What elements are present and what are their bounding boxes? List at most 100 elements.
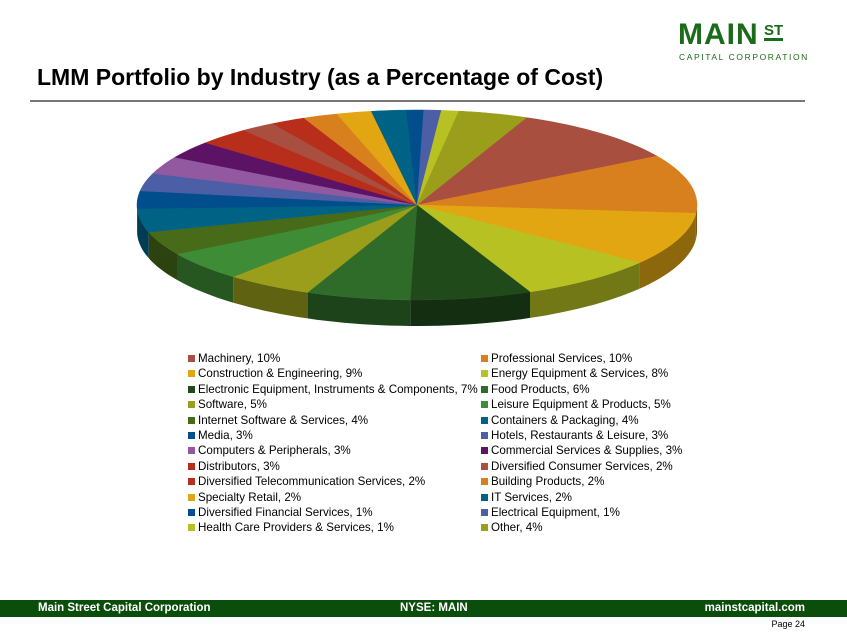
legend-item: Diversified Telecommunication Services, … bbox=[188, 475, 425, 488]
legend-label: Health Care Providers & Services, 1% bbox=[198, 521, 394, 535]
legend-label: IT Services, 2% bbox=[491, 490, 572, 504]
legend-swatch bbox=[188, 385, 195, 393]
pie-slice-side bbox=[233, 276, 308, 319]
legend-item: Media, 3% bbox=[188, 429, 253, 442]
legend-item: Commercial Services & Supplies, 3% bbox=[481, 444, 682, 457]
legend-swatch bbox=[481, 401, 488, 409]
pie-slice-side bbox=[410, 291, 530, 326]
legend-item: Electrical Equipment, 1% bbox=[481, 506, 620, 519]
pie-slice-side bbox=[177, 253, 234, 303]
slide-title: LMM Portfolio by Industry (as a Percenta… bbox=[37, 64, 604, 90]
legend-swatch bbox=[481, 524, 488, 532]
pie-slice-food-products bbox=[306, 204, 418, 301]
legend-item: Machinery, 10% bbox=[188, 352, 280, 365]
pie-slice-side bbox=[695, 205, 697, 240]
legend-item: Diversified Financial Services, 1% bbox=[188, 506, 373, 519]
pie-slice-media bbox=[136, 190, 418, 209]
footer-ticker: NYSE: MAIN bbox=[400, 602, 468, 614]
legend-item: Construction & Engineering, 9% bbox=[188, 367, 362, 380]
legend-swatch bbox=[481, 432, 488, 439]
legend-label: Diversified Financial Services, 1% bbox=[198, 506, 373, 519]
legend-label: Electronic Equipment, Instruments & Comp… bbox=[198, 382, 478, 396]
legend-label: Specialty Retail, 2% bbox=[198, 490, 302, 504]
pie-slice-distributors bbox=[204, 130, 418, 206]
legend-label: Commercial Services & Supplies, 3% bbox=[491, 444, 683, 458]
legend-label: Other, 4% bbox=[491, 521, 543, 535]
legend-swatch bbox=[188, 432, 195, 439]
pie-slice-machinery bbox=[416, 117, 658, 206]
legend-label: Diversified Telecommunication Services, … bbox=[198, 475, 426, 489]
logo-subtitle: CAPITAL CORPORATION bbox=[679, 52, 809, 62]
legend-item: Software, 5% bbox=[188, 398, 267, 411]
legend-swatch bbox=[188, 370, 195, 378]
legend-label: Distributors, 3% bbox=[198, 459, 280, 473]
legend-swatch bbox=[188, 509, 195, 516]
legend-item: Distributors, 3% bbox=[188, 460, 280, 473]
legend-swatch bbox=[481, 493, 488, 501]
pie-slice-side bbox=[639, 213, 696, 289]
pie-slice-computers-peripherals bbox=[152, 156, 418, 206]
legend-swatch bbox=[188, 447, 195, 455]
pie-slice-other bbox=[416, 110, 528, 206]
pie-slice-construction-engineering bbox=[416, 204, 697, 263]
legend-label: Construction & Engineering, 9% bbox=[198, 367, 363, 381]
legend-item: Other, 4% bbox=[481, 521, 543, 534]
legend-item: Professional Services, 10% bbox=[481, 352, 632, 365]
legend-item: IT Services, 2% bbox=[481, 491, 572, 504]
logo-st: ST bbox=[764, 22, 784, 41]
page-number: Page 24 bbox=[771, 619, 805, 629]
legend-swatch bbox=[481, 355, 488, 362]
legend-label: Leisure Equipment & Products, 5% bbox=[491, 398, 671, 412]
legend-swatch bbox=[481, 416, 488, 424]
legend-label: Professional Services, 10% bbox=[491, 352, 633, 365]
pie-chart bbox=[136, 109, 698, 326]
legend-label: Diversified Consumer Services, 2% bbox=[491, 459, 673, 473]
legend-swatch bbox=[481, 509, 488, 516]
legend-item: Electronic Equipment, Instruments & Comp… bbox=[188, 383, 478, 396]
footer-company: Main Street Capital Corporation bbox=[38, 602, 211, 614]
legend-item: Leisure Equipment & Products, 5% bbox=[481, 398, 671, 411]
legend-label: Hotels, Restaurants & Leisure, 3% bbox=[491, 429, 669, 442]
legend-swatch bbox=[481, 447, 488, 455]
legend-label: Building Products, 2% bbox=[491, 475, 605, 489]
legend-label: Media, 3% bbox=[198, 429, 253, 442]
legend-item: Diversified Consumer Services, 2% bbox=[481, 460, 673, 473]
legend-item: Specialty Retail, 2% bbox=[188, 491, 301, 504]
legend-swatch bbox=[188, 524, 195, 532]
legend-swatch bbox=[188, 478, 195, 486]
legend-label: Computers & Peripherals, 3% bbox=[198, 444, 351, 458]
legend-swatch bbox=[481, 478, 488, 486]
pie-slice-side bbox=[307, 292, 411, 326]
pie-slice-side bbox=[137, 208, 149, 259]
legend-swatch bbox=[188, 416, 195, 424]
legend-item: Computers & Peripherals, 3% bbox=[188, 444, 351, 457]
pie-slice-side bbox=[530, 262, 640, 318]
pie-slice-energy-equipment-services bbox=[416, 204, 641, 293]
logo-main: MAIN bbox=[678, 18, 759, 51]
legend-swatch bbox=[188, 401, 195, 409]
legend-label: Food Products, 6% bbox=[491, 382, 590, 396]
legend-item: Food Products, 6% bbox=[481, 383, 590, 396]
legend-label: Containers & Packaging, 4% bbox=[491, 413, 639, 427]
legend-item: Energy Equipment & Services, 8% bbox=[481, 367, 668, 380]
legend-item: Health Care Providers & Services, 1% bbox=[188, 521, 394, 534]
pie-slice-internet-software-services bbox=[148, 204, 418, 255]
legend-label: Electrical Equipment, 1% bbox=[491, 506, 620, 519]
legend-label: Energy Equipment & Services, 8% bbox=[491, 367, 669, 381]
legend-swatch bbox=[188, 462, 195, 470]
legend-swatch bbox=[481, 462, 488, 470]
pie-slice-electronic-equipment-instruments-components bbox=[409, 204, 531, 301]
pie-slice-leisure-equipment-products bbox=[176, 204, 418, 277]
pie-slice-software bbox=[232, 204, 418, 293]
legend-item: Hotels, Restaurants & Leisure, 3% bbox=[481, 429, 668, 442]
footer-website: mainstcapital.com bbox=[704, 602, 805, 614]
legend-item: Building Products, 2% bbox=[481, 475, 604, 488]
legend-swatch bbox=[188, 355, 195, 362]
pie-slice-side bbox=[148, 232, 177, 280]
legend-swatch bbox=[481, 385, 488, 393]
legend-swatch bbox=[188, 493, 195, 501]
title-divider bbox=[30, 100, 805, 102]
pie-slice-containers-packaging bbox=[136, 204, 418, 233]
pie-slice-hotels-restaurants-leisure bbox=[139, 173, 418, 206]
